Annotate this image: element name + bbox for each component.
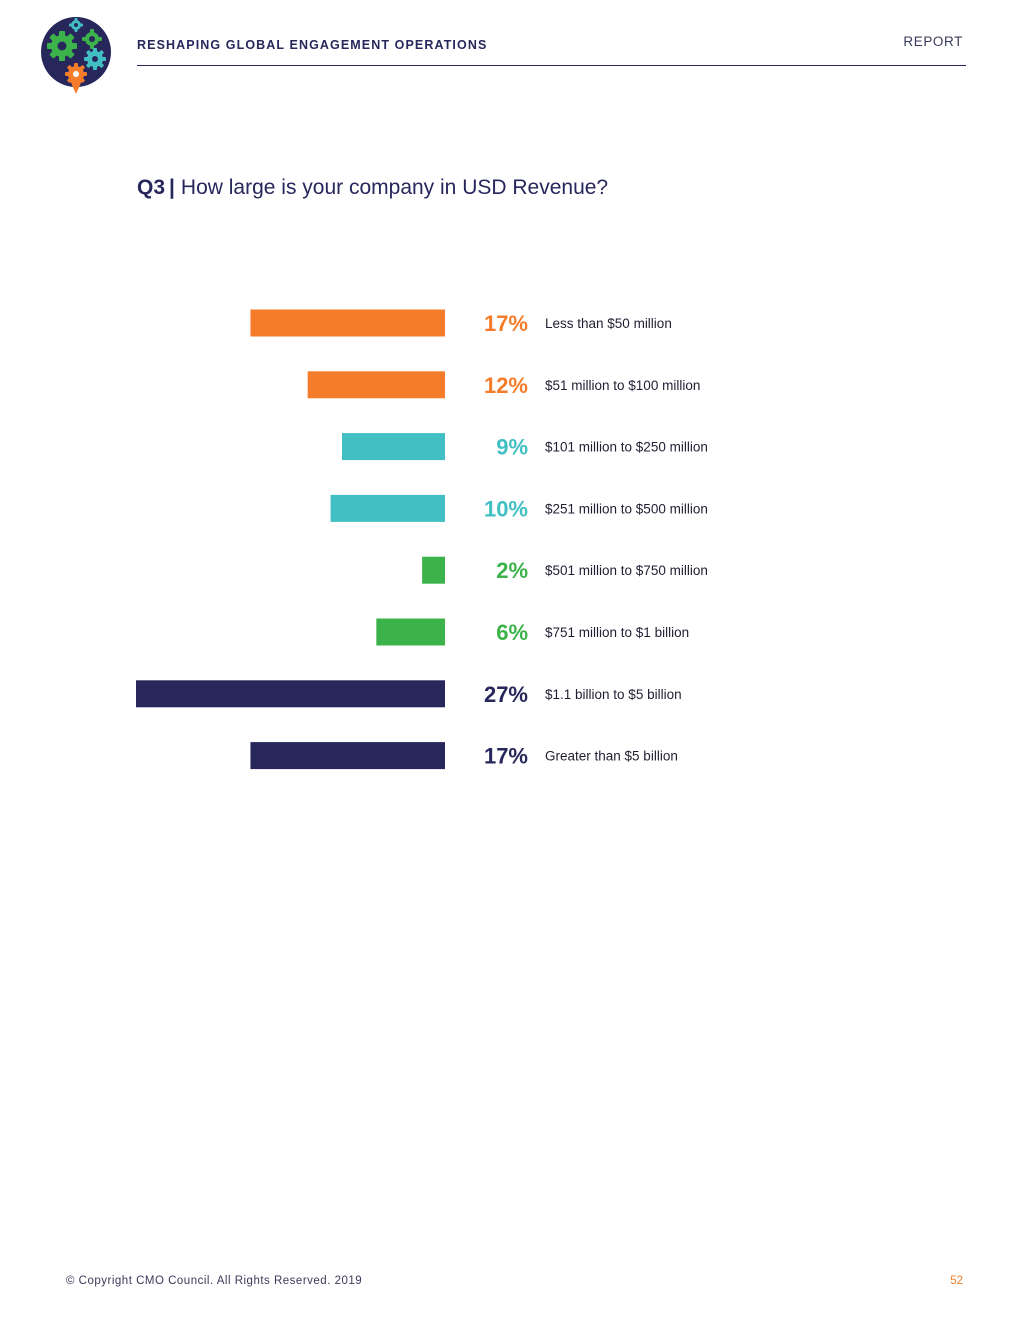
bar-6 <box>376 618 445 646</box>
category-label-1: Less than $50 million <box>545 316 672 331</box>
revenue-bar-chart: 17% Less than $50 million 12% $51 million t… <box>136 309 708 770</box>
category-label-5: $501 million to $750 million <box>545 563 708 578</box>
value-label-7: 27% <box>484 682 528 707</box>
category-label-7: $1.1 billion to $5 billion <box>545 687 682 702</box>
value-label-5: 2% <box>496 558 528 583</box>
value-label-4: 10% <box>484 496 528 521</box>
question-number: Q3 <box>137 176 166 199</box>
bar-3 <box>342 433 445 461</box>
bar-5 <box>422 556 445 584</box>
bar-2 <box>307 371 445 399</box>
report-title: RESHAPING GLOBAL ENGAGEMENT OPERATIONS <box>137 38 488 52</box>
copyright-notice: © Copyright CMO Council. All Rights Rese… <box>66 1275 363 1287</box>
category-label-6: $751 million to $1 billion <box>545 625 689 640</box>
value-label-1: 17% <box>484 311 528 336</box>
bar-7 <box>136 680 445 708</box>
question-separator: | <box>169 176 175 199</box>
bar-4 <box>330 494 445 522</box>
gears-logo <box>41 17 111 94</box>
category-label-3: $101 million to $250 million <box>545 440 708 455</box>
question-heading: Q3 | How large is your company in USD Reve… <box>137 176 608 200</box>
value-label-8: 17% <box>484 744 528 769</box>
value-label-3: 9% <box>496 435 528 460</box>
section-label: REPORT <box>903 34 963 49</box>
category-label-2: $51 million to $100 million <box>545 378 700 393</box>
value-label-6: 6% <box>496 620 528 645</box>
value-label-2: 12% <box>484 373 528 398</box>
question-text: How large is your company in USD Revenue… <box>180 176 609 199</box>
category-label-4: $251 million to $500 million <box>545 501 708 516</box>
bar-8 <box>250 742 445 770</box>
category-label-8: Greater than $5 billion <box>545 749 678 764</box>
bar-1 <box>250 309 445 337</box>
header-divider <box>137 65 966 66</box>
page-number: 52 <box>950 1275 963 1287</box>
